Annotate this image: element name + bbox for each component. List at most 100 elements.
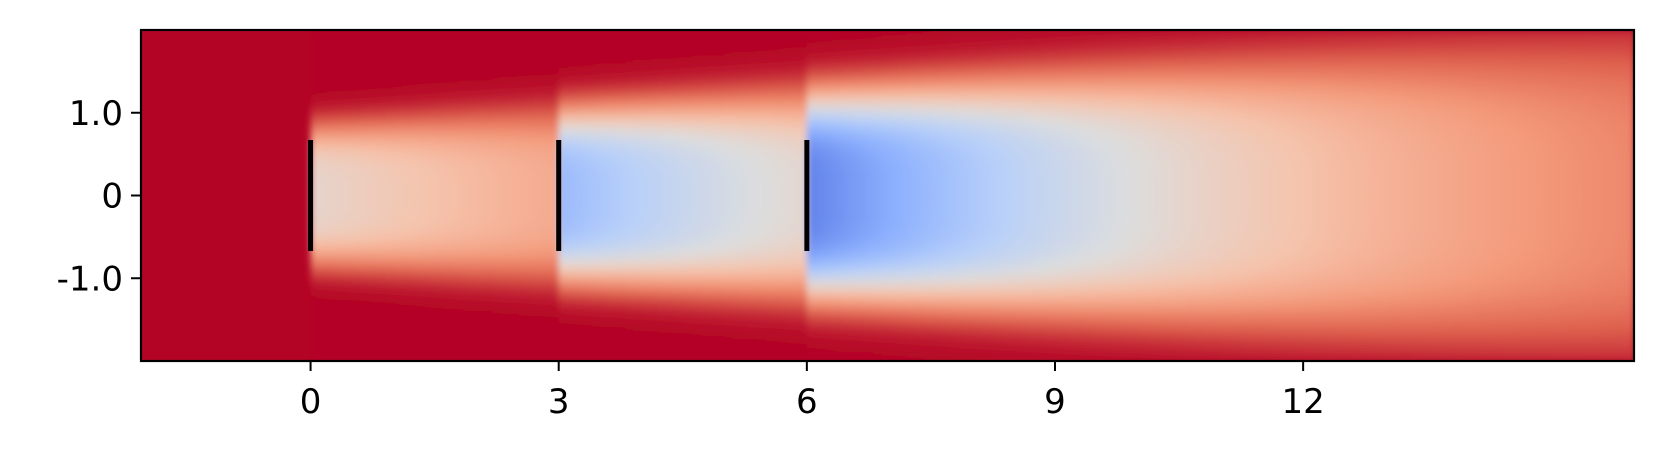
field-strip [442,30,452,361]
field-strip [533,30,543,361]
field-strip [757,30,767,361]
field-strip [310,30,320,361]
plot-area [141,30,1634,361]
field-strip [376,30,386,361]
field-strip [1319,30,1329,361]
x-tick-label: 3 [548,382,570,422]
field-strip [1327,30,1337,361]
field-strip [732,30,742,361]
y-axis: 1.0 0 -1.0 [57,94,141,299]
field-strip [1567,30,1577,361]
field-strip [1609,30,1619,361]
field-strip [467,30,477,361]
field-strip [1559,30,1569,361]
field-strip [1468,30,1478,361]
field-strip [1253,30,1263,361]
field-strip [1013,30,1023,361]
x-tick-label: 6 [796,382,818,422]
field-strip [1584,30,1594,361]
field-strip [1088,30,1097,361]
field-strip [633,30,643,361]
field-strip [600,30,609,361]
field-strip [500,30,510,361]
field-strip [1220,30,1230,361]
field-strip [666,30,676,361]
field-strip [1278,30,1288,361]
field-strip [1435,30,1445,361]
field-strip [1361,30,1370,361]
field-strip [947,30,957,361]
turbine-markers [308,140,810,251]
field-strip [1543,30,1552,361]
field-strip [649,30,659,361]
field-strip [773,30,783,361]
field-strip [608,30,618,361]
field-strip [1460,30,1470,361]
field-strip [1203,30,1213,361]
field-strip [848,30,858,361]
field-strip [1055,30,1064,361]
field-strip [1501,30,1511,361]
field-strip [906,30,915,361]
wake-field [310,30,1634,361]
field-strip [1394,30,1403,361]
field-strip [558,30,568,361]
field-strip [1228,30,1238,361]
x-tick-label: 0 [300,382,322,422]
field-strip [1427,30,1437,361]
y-tick-label: 0 [101,177,123,217]
field-strip [393,30,403,361]
field-strip [624,30,634,361]
field-strip [1104,30,1114,361]
field-strip [1245,30,1255,361]
field-strip [1038,30,1048,361]
field-strip [839,30,849,361]
field-strip [806,30,816,361]
field-strip [707,30,717,361]
field-strip [997,30,1006,361]
field-strip [1518,30,1528,361]
field-strip [1294,30,1304,361]
field-strip [1195,30,1205,361]
field-strip [1145,30,1155,361]
field-strip [873,30,882,361]
field-strip [351,30,361,361]
field-strip [1137,30,1147,361]
field-strip [1021,30,1031,361]
field-strip [864,30,874,361]
field-strip [566,30,576,361]
field-strip [674,30,684,361]
field-strip [939,30,949,361]
field-strip [1121,30,1131,361]
field-strip [1551,30,1561,361]
field-strip [930,30,940,361]
field-strip [1625,30,1634,361]
field-strip [1410,30,1420,361]
field-strip [831,30,841,361]
field-strip [509,30,518,361]
field-strip [790,30,800,361]
field-strip [889,30,899,361]
field-strip [1286,30,1296,361]
field-strip [955,30,965,361]
field-strip [1079,30,1089,361]
field-strip [1212,30,1222,361]
field-strip [691,30,700,361]
field-strip [897,30,907,361]
x-axis: 0 3 6 9 12 [300,361,1325,422]
field-strip [914,30,924,361]
field-strip [699,30,709,361]
field-strip [881,30,891,361]
field-strip [451,30,461,361]
field-strip [1402,30,1412,361]
field-strip [1270,30,1279,361]
field-strip [1179,30,1188,361]
field-strip [1476,30,1486,361]
field-strip [550,30,560,361]
x-tick-label: 12 [1282,382,1325,422]
field-strip [1526,30,1536,361]
field-strip [1261,30,1271,361]
field-strip [1576,30,1585,361]
field-strip [542,30,552,361]
field-strip [1592,30,1602,361]
